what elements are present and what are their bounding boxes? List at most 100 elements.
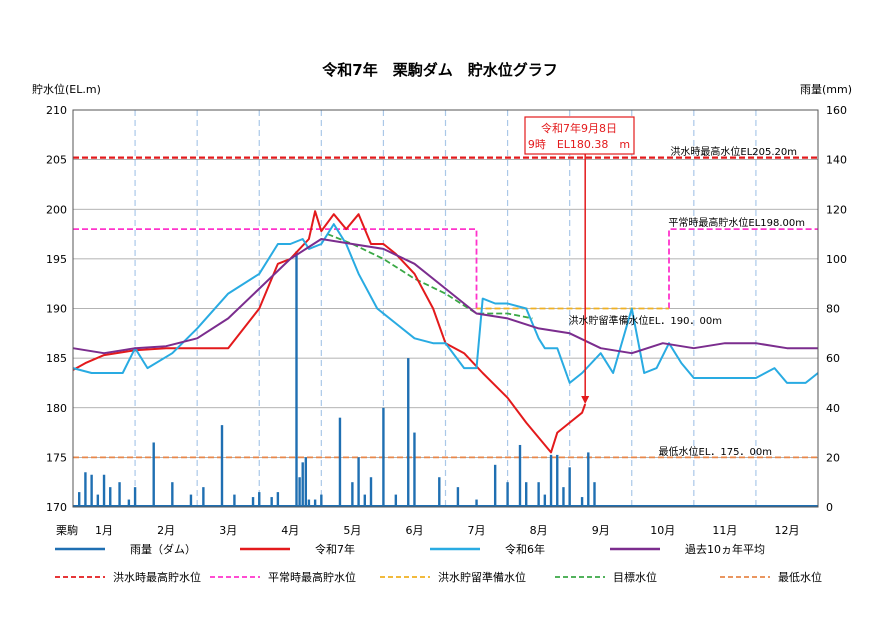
rain-bar [270,497,273,507]
rain-bar [202,487,205,507]
rain-bar [127,499,131,507]
month-tick-label: 2月 [157,524,175,537]
right-tick-label: 120 [826,203,847,216]
month-tick-label: 7月 [468,524,486,537]
annotation-line2: 9時 EL180.38 m [528,138,630,151]
rain-bar [84,472,87,507]
rain-bar [118,482,121,507]
reference-labels: 洪水時最高水位EL205.20m 平常時最高貯水位EL198.00m 洪水貯留準… [569,145,805,458]
rain-bar [506,482,509,507]
legend-label: 過去10ヵ年平均 [685,542,765,556]
series-lines [72,210,819,454]
rain-bar [109,487,112,507]
left-tick-label: 195 [46,253,67,266]
reference-lines [73,156,818,459]
rainfall-bars [73,251,818,507]
axes: 170 0 175 20 180 40 185 60 190 80 195 100 200 120 205 1… [46,104,847,537]
rain-bar [152,442,155,507]
rain-bar [556,454,559,507]
rain-bar [369,477,373,507]
rain-bar [382,407,385,507]
left-tick-label: 170 [46,501,67,514]
legend-label: 洪水時最高貯水位 [113,570,201,584]
legend-label: 洪水貯留準備水位 [438,570,526,584]
right-tick-label: 60 [826,352,840,365]
left-tick-label: 175 [46,451,67,464]
annotation-box [524,116,635,155]
rain-bar [543,494,547,507]
right-tick-label: 0 [826,501,833,514]
rain-bar [568,467,571,507]
left-tick-label: 210 [46,104,67,117]
right-tick-label: 40 [826,402,840,415]
left-tick-label: 190 [46,303,67,316]
rain-bar [307,499,311,507]
left-tick-label: 200 [46,203,67,216]
series-line [72,210,587,454]
rain-bar [587,452,590,507]
rain-bar [320,494,323,507]
annotation-line1: 令和7年9月8日 [541,121,617,135]
left-tick-label: 185 [46,352,67,365]
left-tick-label: 180 [46,402,67,415]
right-tick-label: 160 [826,104,847,117]
month-tick-label: 8月 [530,524,548,537]
rain-bar [549,454,553,507]
ref-line [668,228,818,309]
right-tick-label: 80 [826,303,840,316]
rain-bar [171,482,174,507]
ref-label-min: 最低水位EL．175．00m [659,445,772,458]
grid [73,109,818,508]
rain-bar [562,487,565,507]
right-tick-label: 100 [826,253,847,266]
rain-bar [493,464,497,507]
rain-bar [189,494,193,507]
rain-bar [394,494,398,507]
ref-label-flood-max: 洪水時最高水位EL205.20m [670,145,797,158]
rain-bar [276,492,280,507]
month-tick-label: 9月 [592,524,610,537]
rain-bar [96,494,100,507]
rain-bar [304,457,308,507]
ref-line [327,233,533,320]
rain-bar [133,487,137,507]
rain-bar [413,432,416,507]
rain-bar [90,474,93,507]
rain-bar [518,444,522,507]
right-axis-label: 雨量(mm) [800,83,852,96]
rain-bar [258,492,261,507]
rain-bar [475,499,478,507]
legend-label: 雨量（ダム） [130,542,196,556]
right-tick-label: 20 [826,451,840,464]
plot-frame [72,109,819,508]
ref-label-flood-reserve: 洪水貯留準備水位EL．190．00m [569,314,722,327]
month-tick-label: 10月 [650,524,675,537]
annotation: 令和7年9月8日 9時 EL180.38 m [524,116,635,404]
rain-bar [407,358,410,507]
rain-bar [301,462,304,507]
legend-label: 平常時最高貯水位 [268,570,356,584]
month-tick-label: 3月 [219,524,237,537]
legend-label: 令和7年 [315,542,355,556]
rain-bar [363,494,366,507]
month-tick-label: 11月 [712,524,737,537]
rain-bar [525,482,528,507]
left-tick-label: 205 [46,154,67,167]
rain-bar [351,482,354,507]
rain-bar [338,417,342,507]
right-tick-label: 140 [826,154,847,167]
rain-bar [313,499,317,507]
rain-bar [580,497,584,507]
rain-bar [438,477,441,507]
ref-label-normal-max: 平常時最高貯水位EL198.00m [668,216,805,229]
rain-bar [537,482,540,507]
rain-bar [593,482,596,507]
series-line [72,238,818,355]
rain-bar [78,492,81,507]
month-tick-label: 5月 [343,524,361,537]
left-axis-label: 貯水位(EL.m) [32,82,101,96]
x-corner-label: 栗駒 [56,524,78,537]
rain-bar [456,487,460,507]
legend-label: 目標水位 [613,570,657,584]
